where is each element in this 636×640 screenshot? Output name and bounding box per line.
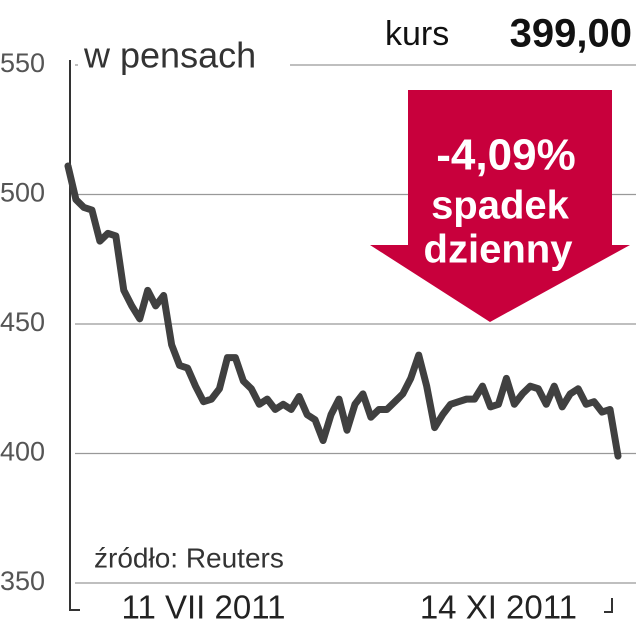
- source: źródło: Reuters: [94, 542, 284, 573]
- axis: [69, 60, 613, 613]
- arrow: [370, 90, 630, 322]
- header-value: 399,00: [510, 12, 632, 56]
- x-tick-label: 14 XI 2011: [420, 589, 577, 626]
- annotation: dzienny: [424, 228, 574, 272]
- line-series: [64, 162, 622, 460]
- annotation: spadek: [431, 184, 570, 228]
- y-tick-label: 550: [0, 48, 45, 78]
- header-label: kurs: [385, 15, 449, 53]
- y-tick-label: 450: [0, 307, 45, 337]
- y-tick-label: 350: [0, 566, 45, 596]
- annotation: -4,09%: [436, 131, 575, 180]
- y-tick-label: 400: [0, 437, 45, 467]
- y-axis-label: w pensach: [83, 35, 256, 76]
- x-tick-label: 11 VII 2011: [122, 589, 286, 626]
- y-tick-label: 500: [0, 178, 45, 208]
- label-backdrop: [78, 36, 290, 82]
